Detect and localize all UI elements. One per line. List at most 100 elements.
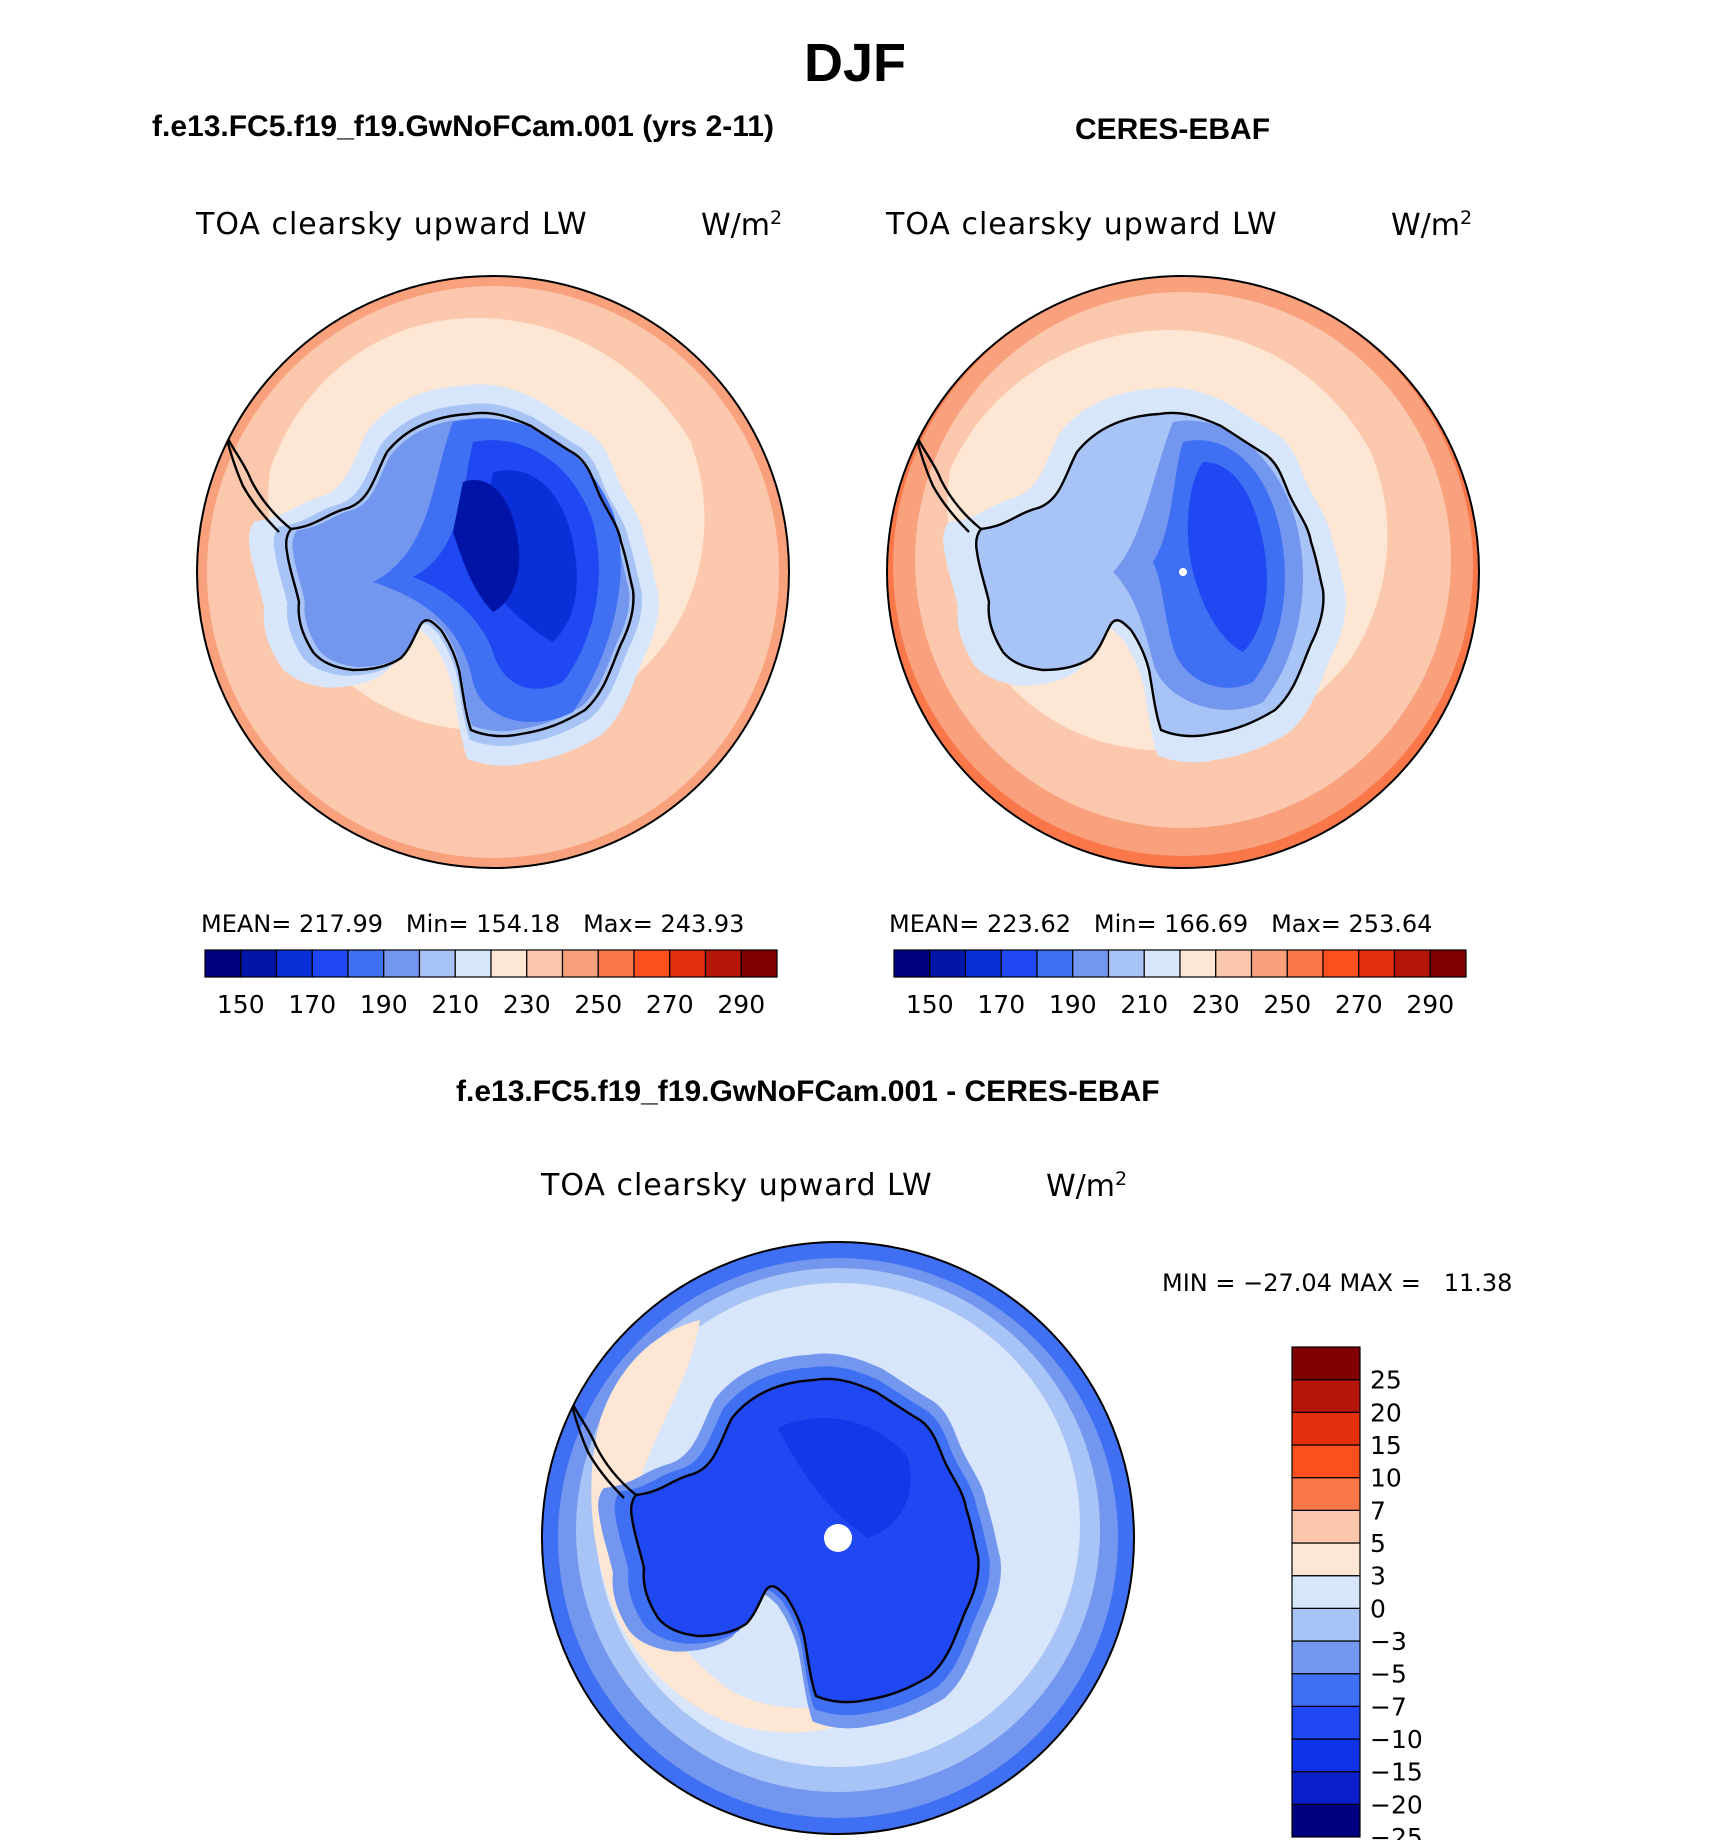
- model-colorbar: 150 170 190 210 230 250 270 290: [204, 949, 778, 1019]
- mean-label: MEAN=: [889, 910, 980, 938]
- colorbar-tick-label: 5: [1370, 1529, 1386, 1558]
- colorbar-swatch: [383, 949, 421, 978]
- colorbar-swatch: [490, 949, 528, 978]
- colorbar-tick-label: 210: [431, 990, 479, 1019]
- colorbar-swatch: [1072, 949, 1110, 978]
- obs-stats: MEAN= 223.62 Min= 166.69 Max= 253.64: [889, 910, 1432, 938]
- colorbar-swatch: [454, 949, 492, 978]
- colorbar-tick-label: 3: [1370, 1562, 1386, 1591]
- colorbar-swatch: [1036, 949, 1074, 978]
- colorbar-tick-label: 230: [1192, 990, 1240, 1019]
- mean-value: 223.62: [987, 910, 1071, 938]
- units-base: W/m: [1391, 208, 1460, 243]
- colorbar-tick-label: 210: [1120, 990, 1168, 1019]
- model-units-label: W/m2: [701, 207, 782, 243]
- colorbar-tick-label: 10: [1370, 1464, 1402, 1493]
- colorbar-swatch: [1393, 949, 1431, 978]
- mean-value: 217.99: [299, 910, 383, 938]
- colorbar-swatch: [561, 949, 599, 978]
- colorbar-tick-label: 250: [1263, 990, 1311, 1019]
- colorbar-tick-label: −3: [1370, 1627, 1407, 1656]
- diff-units-label: W/m2: [1046, 1168, 1127, 1204]
- colorbar-swatch: [597, 949, 635, 978]
- colorbar-swatch: [1291, 1607, 1361, 1642]
- colorbar-swatch: [418, 949, 456, 978]
- colorbar-swatch: [526, 949, 564, 978]
- min-value: 154.18: [476, 910, 561, 938]
- colorbar-swatch: [1179, 949, 1217, 978]
- colorbar-swatch: [1250, 949, 1288, 978]
- colorbar-tick-label: 20: [1370, 1398, 1402, 1427]
- colorbar-swatch: [1291, 1705, 1361, 1740]
- colorbar-tick-label: −20: [1370, 1790, 1423, 1819]
- colorbar-tick-label: 230: [503, 990, 551, 1019]
- colorbar-swatch: [1107, 949, 1145, 978]
- colorbar-swatch: [1143, 949, 1181, 978]
- max-value: 243.93: [660, 910, 745, 938]
- colorbar-swatch: [1291, 1771, 1361, 1805]
- colorbar-tick-label: 150: [906, 990, 954, 1019]
- colorbar-tick-label: 25: [1370, 1366, 1402, 1395]
- model-variable-label: TOA clearsky upward LW: [196, 207, 588, 242]
- colorbar-tick-label: 290: [717, 990, 765, 1019]
- colorbar-swatch: [1215, 949, 1253, 978]
- colorbar-swatch: [1291, 1379, 1361, 1413]
- colorbar-swatch: [1291, 1575, 1361, 1609]
- units-exponent: 2: [770, 207, 783, 229]
- colorbar-tick-label: 190: [1049, 990, 1097, 1019]
- max-value: 253.64: [1348, 910, 1433, 938]
- colorbar-tick-label: −5: [1370, 1660, 1407, 1689]
- model-map: [197, 276, 789, 868]
- colorbar-swatch: [964, 949, 1002, 978]
- colorbar-swatch: [1291, 1542, 1361, 1577]
- colorbar-swatch: [1291, 1738, 1361, 1773]
- colorbar-swatch: [704, 949, 742, 978]
- diff-map: [542, 1242, 1134, 1834]
- colorbar-tick-label: 0: [1370, 1594, 1386, 1623]
- obs-colorbar: 150 170 190 210 230 250 270 290: [893, 949, 1467, 1019]
- obs-units-label: W/m2: [1391, 207, 1472, 243]
- colorbar-tick-label: 170: [977, 990, 1025, 1019]
- units-exponent: 2: [1115, 1168, 1128, 1190]
- min-label: Min=: [1093, 910, 1157, 938]
- colorbar-tick-label: −15: [1370, 1758, 1423, 1787]
- colorbar-swatch: [1291, 1640, 1361, 1675]
- colorbar-swatch: [893, 949, 931, 978]
- colorbar-tick-label: 7: [1370, 1496, 1386, 1525]
- obs-variable-label: TOA clearsky upward LW: [886, 207, 1278, 242]
- colorbar-swatch: [929, 949, 967, 978]
- diff-stats: MIN = −27.04 MAX = 11.38: [1162, 1269, 1513, 1297]
- colorbar-tick-label: 270: [1335, 990, 1383, 1019]
- diff-title: f.e13.FC5.f19_f19.GwNoFCam.001 - CERES-E…: [456, 1075, 1160, 1108]
- colorbar-tick-label: −25: [1370, 1823, 1423, 1840]
- obs-map: [887, 276, 1479, 868]
- model-stats: MEAN= 217.99 Min= 154.18 Max= 243.93: [201, 910, 744, 938]
- diff-colorbar: 25 20 15 10 7 5 3 0 −3 −5 −7 −10 −15 −20 −25: [1291, 1346, 1423, 1840]
- colorbar-swatch: [1291, 1444, 1361, 1479]
- colorbar-swatch: [1291, 1346, 1361, 1381]
- colorbar-swatch: [1291, 1673, 1361, 1707]
- colorbar-swatch: [669, 949, 707, 978]
- colorbar-swatch: [240, 949, 278, 978]
- colorbar-swatch: [1286, 949, 1324, 978]
- colorbar-swatch: [275, 949, 313, 978]
- colorbar-swatch: [1291, 1411, 1361, 1446]
- colorbar-swatch: [347, 949, 385, 978]
- colorbar-swatch: [740, 949, 778, 978]
- colorbar-swatch: [633, 949, 671, 978]
- obs-title: CERES-EBAF: [1075, 113, 1271, 146]
- diff-variable-label: TOA clearsky upward LW: [541, 1168, 933, 1203]
- colorbar-tick-label: 150: [217, 990, 265, 1019]
- units-base: W/m: [701, 208, 770, 243]
- colorbar-tick-label: 170: [288, 990, 336, 1019]
- colorbar-swatch: [1358, 949, 1396, 978]
- min-value: 166.69: [1164, 910, 1249, 938]
- colorbar-swatch: [1322, 949, 1360, 978]
- colorbar-tick-label: 190: [360, 990, 408, 1019]
- colorbar-tick-label: 15: [1370, 1431, 1402, 1460]
- colorbar-tick-label: 270: [646, 990, 694, 1019]
- colorbar-swatch: [311, 949, 349, 978]
- colorbar-swatch: [1291, 1477, 1361, 1511]
- colorbar-swatch: [1291, 1509, 1361, 1544]
